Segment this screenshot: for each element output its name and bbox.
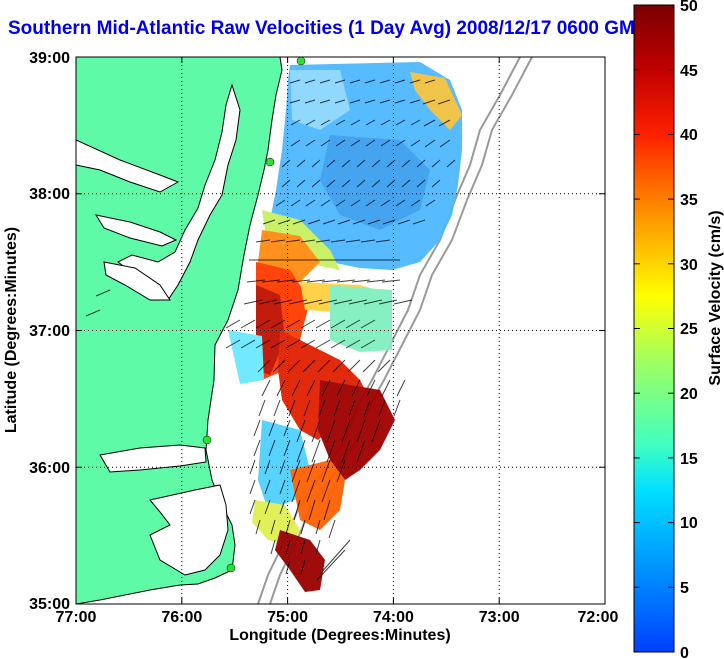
pamlico-sound <box>149 484 229 576</box>
colorbar-gradient <box>633 4 675 653</box>
x-tick-label: 77:00 <box>56 609 97 626</box>
station-markers <box>202 57 306 573</box>
map-title: Southern Mid-Atlantic Raw Velocities (1 … <box>8 18 647 39</box>
bay-inlet-mid <box>94 214 178 247</box>
colorbar-tick-label: 40 <box>680 127 698 144</box>
colorbar-tick-label: 0 <box>680 645 689 659</box>
velocity-field <box>228 62 462 592</box>
colorbar-tick-label: 5 <box>680 580 689 597</box>
colorbar-tick-label: 35 <box>680 192 698 209</box>
x-tick-label: 74:00 <box>373 609 414 626</box>
colorbar-tick-label: 15 <box>680 451 698 468</box>
bay-inlet-west <box>76 139 180 193</box>
velocity-vectors <box>85 79 456 581</box>
y-tick-labels: 39:00 38:00 37:00 36:00 35:00 <box>29 50 70 613</box>
y-tick-label: 36:00 <box>29 460 70 477</box>
y-tick-label: 37:00 <box>29 323 70 340</box>
grid-lines <box>76 57 605 604</box>
y-tick-label: 38:00 <box>29 186 70 203</box>
albemarle-sound <box>99 444 207 473</box>
colorbar-tick-label: 50 <box>680 0 698 15</box>
tick-marks <box>76 57 605 604</box>
y-axis-label: Latitude (Degrees:Minutes) <box>3 227 20 433</box>
y-tick-label: 39:00 <box>29 50 70 67</box>
colorbar-tick-label: 10 <box>680 515 698 532</box>
x-tick-labels: 77:00 76:00 75:00 74:00 73:00 72:00 <box>56 609 619 626</box>
station-marker[interactable] <box>265 157 275 167</box>
y-tick-label: 35:00 <box>29 596 70 613</box>
x-tick-label: 76:00 <box>161 609 202 626</box>
bay-inlet-south <box>103 261 171 301</box>
colorbar: 50 45 40 35 30 25 20 15 10 5 0 Surface V… <box>633 0 724 659</box>
colorbar-tick-label: 25 <box>680 321 698 338</box>
x-tick-label: 72:00 <box>578 609 619 626</box>
station-marker[interactable] <box>296 57 306 66</box>
colorbar-tick-label: 20 <box>680 386 698 403</box>
station-marker[interactable] <box>202 435 212 445</box>
colorbar-label: Surface Velocity (cm/s) <box>707 210 724 385</box>
x-tick-label: 75:00 <box>267 609 308 626</box>
x-axis-label: Longitude (Degrees:Minutes) <box>229 627 450 644</box>
colorbar-tick-label: 45 <box>680 63 698 80</box>
colorbar-tick-label: 30 <box>680 257 698 274</box>
map-plot-area <box>76 57 605 604</box>
x-tick-label: 73:00 <box>479 609 520 626</box>
station-marker[interactable] <box>226 563 236 573</box>
